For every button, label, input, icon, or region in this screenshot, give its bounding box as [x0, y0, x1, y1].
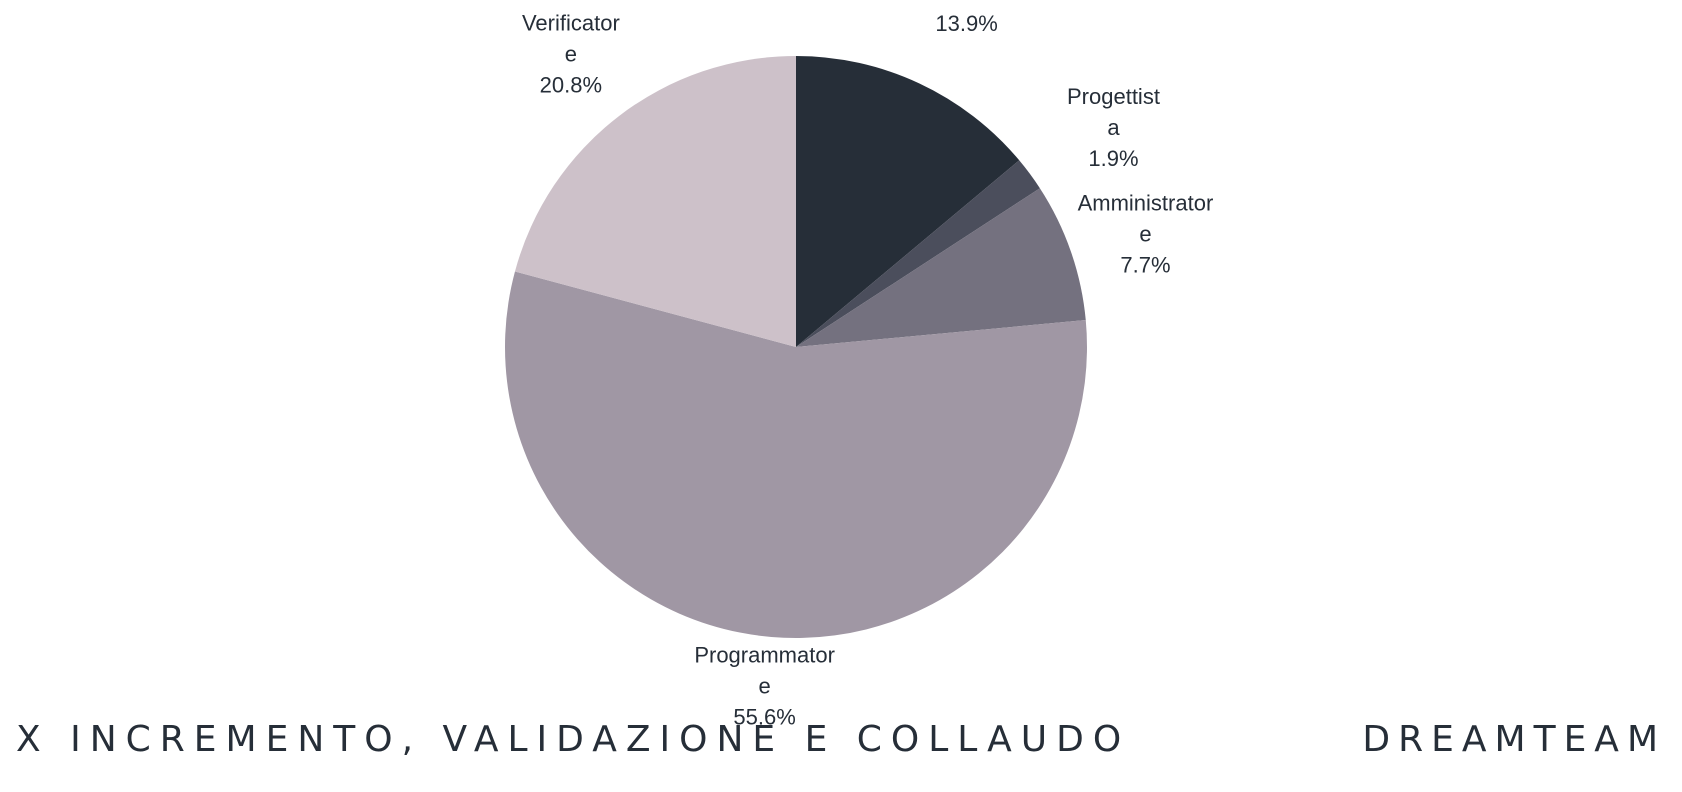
pie-slices: [504, 56, 1087, 639]
pie-category-label: Amministrator: [1078, 190, 1214, 215]
pie-category-label: e: [1139, 221, 1151, 246]
pie-percent-label: 1.9%: [1088, 146, 1138, 171]
pie-slice-verificatore: [514, 56, 796, 347]
pie-category-label: Verificator: [522, 10, 620, 35]
pie-category-label: a: [1107, 115, 1120, 140]
footer-brand: DREAMTEAM: [1362, 719, 1666, 760]
pie-category-label: e: [758, 674, 770, 699]
pie-category-label: e: [565, 41, 577, 66]
pie-percent-label: 7.7%: [1120, 252, 1170, 277]
pie-slice-responsabile: [796, 56, 1020, 347]
pie-percent-label: 20.8%: [540, 72, 602, 97]
pie-category-label: Programmator: [694, 643, 835, 668]
pie-percent-label: 55.6%: [733, 705, 795, 730]
pie-category-label: e: [961, 0, 973, 5]
pie-slice-programmatore: [504, 271, 1087, 639]
pie-labels: Responsabile13.9%Progettista1.9%Amminist…: [522, 0, 1213, 730]
pie-percent-label: 13.9%: [935, 11, 997, 36]
footer-title: X INCREMENTO, VALIDAZIONE E COLLAUDO: [16, 719, 1131, 760]
pie-slice-amministratore: [796, 188, 1086, 347]
pie-slice-progettista: [796, 160, 1040, 347]
pie-category-label: Progettist: [1067, 84, 1160, 109]
